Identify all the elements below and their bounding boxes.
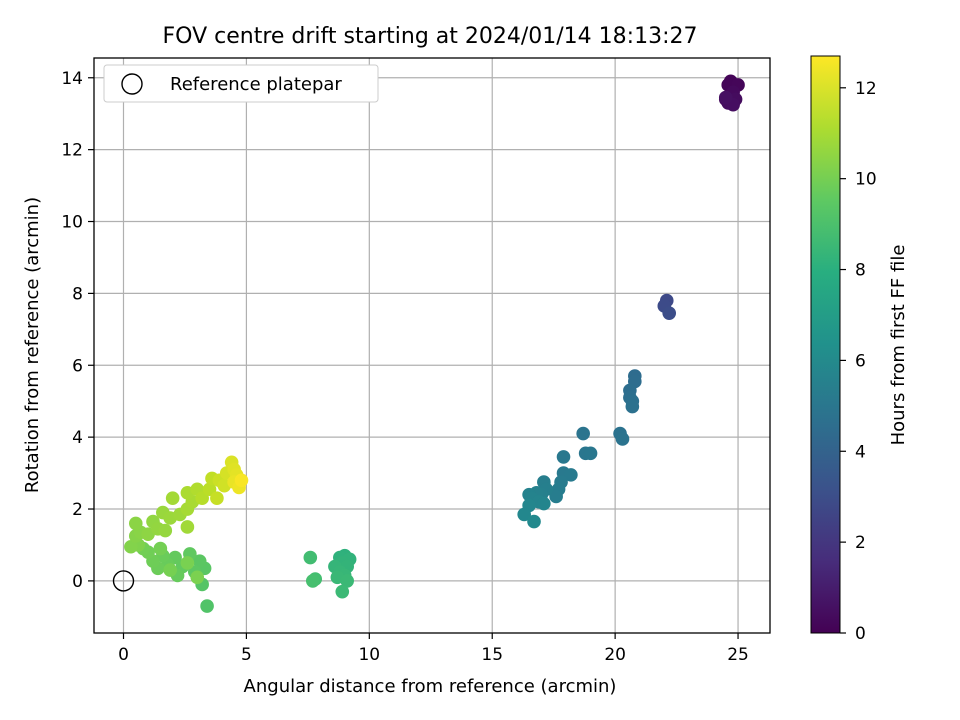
data-point bbox=[335, 584, 350, 599]
chart-title: FOV centre drift starting at 2024/01/14 … bbox=[163, 24, 698, 49]
data-point bbox=[210, 491, 224, 506]
y-tick-label: 8 bbox=[72, 284, 83, 304]
data-point bbox=[202, 482, 217, 497]
x-axis-title: Angular distance from reference (arcmin) bbox=[244, 676, 617, 697]
data-point bbox=[200, 599, 214, 613]
reference-marker-group bbox=[112, 570, 135, 592]
data-point bbox=[165, 491, 180, 506]
colorbar-tick-label: 0 bbox=[855, 624, 866, 644]
y-axis-ticks: 0 2 4 6 8 10 12 14 bbox=[61, 69, 94, 592]
legend-label: Reference platepar bbox=[170, 74, 342, 95]
data-point bbox=[180, 556, 195, 570]
y-axis-title: Rotation from reference (arcmin) bbox=[22, 197, 43, 493]
data-point bbox=[615, 432, 630, 446]
colorbar-tick-label: 12 bbox=[855, 79, 877, 99]
legend-box: Reference platepar bbox=[103, 64, 379, 103]
x-tick-label: 5 bbox=[241, 645, 252, 665]
y-tick-label: 10 bbox=[61, 213, 83, 233]
colorbar: 0 2 4 6 8 10 12 Hours from first FF file bbox=[810, 55, 909, 644]
data-point bbox=[195, 491, 209, 506]
y-tick-label: 14 bbox=[61, 69, 83, 89]
data-point bbox=[527, 514, 541, 529]
data-point bbox=[305, 574, 320, 588]
legend-marker-icon bbox=[121, 73, 143, 95]
x-tick-label: 25 bbox=[727, 645, 749, 665]
data-point bbox=[158, 523, 173, 538]
y-tick-label: 4 bbox=[72, 428, 83, 448]
plot-frame bbox=[93, 57, 771, 634]
data-point bbox=[340, 574, 354, 588]
x-axis-ticks: 0 5 10 15 20 25 bbox=[118, 633, 749, 665]
data-point bbox=[153, 541, 168, 556]
data-point bbox=[549, 489, 563, 504]
y-tick-label: 12 bbox=[61, 141, 83, 161]
data-point bbox=[190, 570, 205, 585]
colorbar-tick-label: 10 bbox=[855, 170, 877, 190]
data-point bbox=[537, 496, 551, 511]
colorbar-tick-label: 4 bbox=[855, 442, 866, 462]
colorbar-tick-label: 6 bbox=[855, 351, 866, 371]
data-point bbox=[625, 399, 640, 414]
grid-lines bbox=[94, 58, 770, 633]
x-tick-label: 0 bbox=[118, 645, 129, 665]
data-point bbox=[662, 306, 677, 320]
colorbar-tick-label: 2 bbox=[855, 533, 866, 553]
x-tick-label: 20 bbox=[604, 645, 626, 665]
data-point bbox=[517, 507, 531, 522]
data-point bbox=[163, 563, 178, 577]
data-point bbox=[576, 426, 590, 441]
y-tick-label: 2 bbox=[72, 500, 83, 520]
data-point bbox=[124, 539, 138, 554]
data-point bbox=[556, 450, 571, 464]
scatter-points bbox=[124, 74, 745, 613]
data-point bbox=[128, 516, 143, 531]
data-point bbox=[718, 90, 733, 105]
data-point bbox=[303, 550, 318, 565]
colorbar-ticks: 0 2 4 6 8 10 12 bbox=[840, 79, 877, 644]
y-tick-label: 6 bbox=[72, 356, 83, 376]
data-point bbox=[234, 473, 249, 488]
colorbar-gradient bbox=[810, 55, 841, 634]
data-point bbox=[583, 446, 598, 461]
data-point bbox=[564, 468, 578, 482]
colorbar-tick-label: 8 bbox=[855, 261, 866, 281]
data-point bbox=[192, 554, 207, 568]
colorbar-label: Hours from first FF file bbox=[888, 245, 909, 446]
y-tick-label: 0 bbox=[72, 572, 83, 592]
x-tick-label: 10 bbox=[358, 645, 380, 665]
x-tick-label: 15 bbox=[481, 645, 503, 665]
reference-platepar-marker bbox=[112, 570, 135, 592]
data-point bbox=[180, 520, 195, 534]
